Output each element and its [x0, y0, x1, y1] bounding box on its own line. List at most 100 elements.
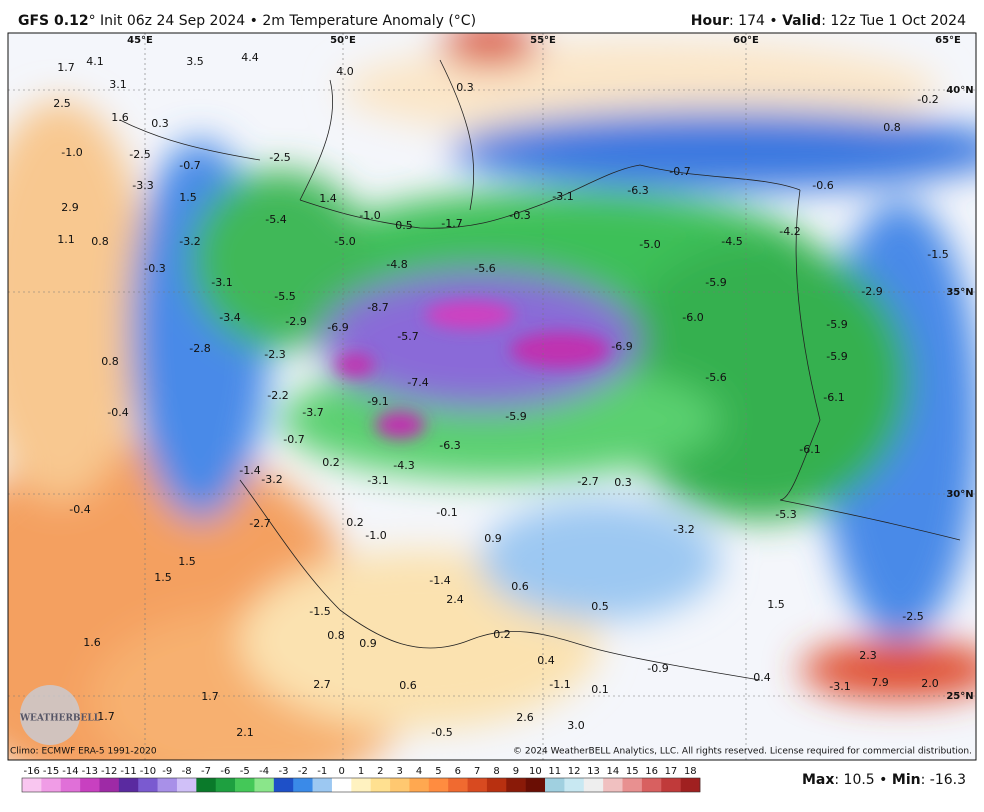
valid-key: Valid: [782, 13, 821, 29]
anomaly-label: 0.6: [511, 580, 529, 593]
colorbar-swatch: [176, 778, 197, 792]
anomaly-label: -6.9: [327, 321, 348, 334]
anomaly-label: -3.2: [673, 523, 694, 536]
anomaly-label: 4.1: [86, 55, 104, 68]
header-title: GFS 0.12° Init 06z 24 Sep 2024 • 2m Temp…: [18, 13, 476, 29]
colorbar-swatch: [351, 778, 371, 792]
colorbar-tick-label: 14: [606, 766, 619, 777]
anomaly-label: -6.0: [682, 311, 703, 324]
anomaly-label: -2.5: [902, 610, 923, 623]
anomaly-label: 0.6: [399, 679, 417, 692]
colorbar-tick-label: 7: [474, 766, 480, 777]
colorbar-tick-label: -4: [259, 766, 269, 777]
anomaly-label: -5.6: [474, 262, 495, 275]
anomaly-label: -0.1: [436, 506, 457, 519]
anomaly-label: -1.4: [239, 464, 260, 477]
longitude-label: 60°E: [733, 35, 759, 46]
colorbar-swatch: [370, 778, 391, 792]
max-min: Max: 10.5 • Min: -16.3: [802, 772, 966, 788]
anomaly-label: 0.8: [327, 629, 345, 642]
colorbar-swatch: [22, 778, 42, 792]
anomaly-label: 1.6: [83, 636, 101, 649]
anomaly-label: -3.1: [829, 680, 850, 693]
anomaly-label: 0.5: [395, 219, 413, 232]
anomaly-label: -0.4: [69, 503, 90, 516]
longitude-label: 45°E: [127, 35, 153, 46]
colorbar-tick-label: 18: [684, 766, 697, 777]
anomaly-label: -5.9: [705, 276, 726, 289]
colorbar-swatch: [157, 778, 178, 792]
colorbar-tick-label: 0: [338, 766, 344, 777]
latitude-label: 25°N: [946, 691, 973, 702]
anomaly-label: 0.2: [493, 628, 511, 641]
colorbar-swatch: [486, 778, 507, 792]
anomaly-label: 0.2: [322, 456, 340, 469]
anomaly-label: -1.4: [429, 574, 450, 587]
colorbar-swatch: [390, 778, 410, 792]
anomaly-label: -0.3: [509, 209, 530, 222]
colorbar-swatch: [293, 778, 313, 792]
map-frame: [7, 32, 977, 761]
colorbar-tick-label: -1: [317, 766, 327, 777]
colorbar-swatch: [215, 778, 236, 792]
colorbar-swatch: [60, 778, 81, 792]
anomaly-label: -3.1: [367, 474, 388, 487]
colorbar-swatch: [254, 778, 275, 792]
anomaly-label: -2.7: [577, 475, 598, 488]
colorbar-swatch: [603, 778, 623, 792]
anomaly-label: 2.1: [236, 726, 254, 739]
colorbar-tick-label: 15: [626, 766, 639, 777]
hour: : 174 •: [729, 13, 782, 29]
hour-key: Hour: [691, 13, 729, 29]
colorbar-swatch: [467, 778, 488, 792]
anomaly-label: 1.5: [767, 598, 785, 611]
anomaly-label: 3.5: [186, 55, 204, 68]
anomaly-label: -6.3: [627, 184, 648, 197]
anomaly-label: 2.9: [61, 201, 79, 214]
anomaly-label: -2.7: [249, 517, 270, 530]
sep: :: [834, 772, 843, 788]
colorbar-tick-label: -3: [279, 766, 289, 777]
colorbar-tick-label: -10: [140, 766, 156, 777]
latitude-label: 30°N: [946, 489, 973, 500]
anomaly-label: -3.7: [302, 406, 323, 419]
copyright: © 2024 WeatherBELL Analytics, LLC. All r…: [513, 747, 972, 757]
colorbar-swatch: [525, 778, 546, 792]
anomaly-label: 1.6: [111, 111, 129, 124]
anomaly-label: -9.1: [367, 395, 388, 408]
anomaly-label: -5.7: [397, 330, 418, 343]
valid: : 12z Tue 1 Oct 2024: [821, 13, 966, 29]
anomaly-label: -1.0: [359, 209, 380, 222]
anomaly-label: -1.1: [549, 678, 570, 691]
latitude-label: 35°N: [946, 287, 973, 298]
anomaly-label: -4.2: [779, 225, 800, 238]
anomaly-label: 1.4: [319, 192, 337, 205]
header-valid: Hour: 174 • Valid: 12z Tue 1 Oct 2024: [691, 13, 966, 29]
max-value: 10.5: [844, 772, 875, 788]
anomaly-label: 1.7: [57, 61, 75, 74]
colorbar-swatch: [138, 778, 158, 792]
anomaly-label: -5.9: [826, 318, 847, 331]
colorbar-tick-label: -8: [182, 766, 192, 777]
anomaly-label: 2.0: [921, 677, 939, 690]
colorbar-swatch: [564, 778, 585, 792]
anomaly-label: 2.4: [446, 593, 464, 606]
colorbar-tick-label: 4: [416, 766, 422, 777]
colorbar-tick-label: 13: [587, 766, 600, 777]
anomaly-label: -3.3: [132, 179, 153, 192]
anomaly-label: -3.1: [552, 190, 573, 203]
colorbar-tick-label: -9: [162, 766, 172, 777]
colorbar-tick-label: -16: [24, 766, 40, 777]
colorbar-swatch: [428, 778, 449, 792]
anomaly-label: 0.4: [537, 654, 555, 667]
colorbar-tick-label: -14: [62, 766, 78, 777]
colorbar-tick-label: 10: [529, 766, 542, 777]
longitude-label: 65°E: [935, 35, 961, 46]
colorbar-tick-label: -15: [43, 766, 59, 777]
anomaly-label: -2.9: [861, 285, 882, 298]
colorbar-tick-label: -13: [82, 766, 98, 777]
colorbar-swatch: [583, 778, 604, 792]
anomaly-label: 0.5: [591, 600, 609, 613]
